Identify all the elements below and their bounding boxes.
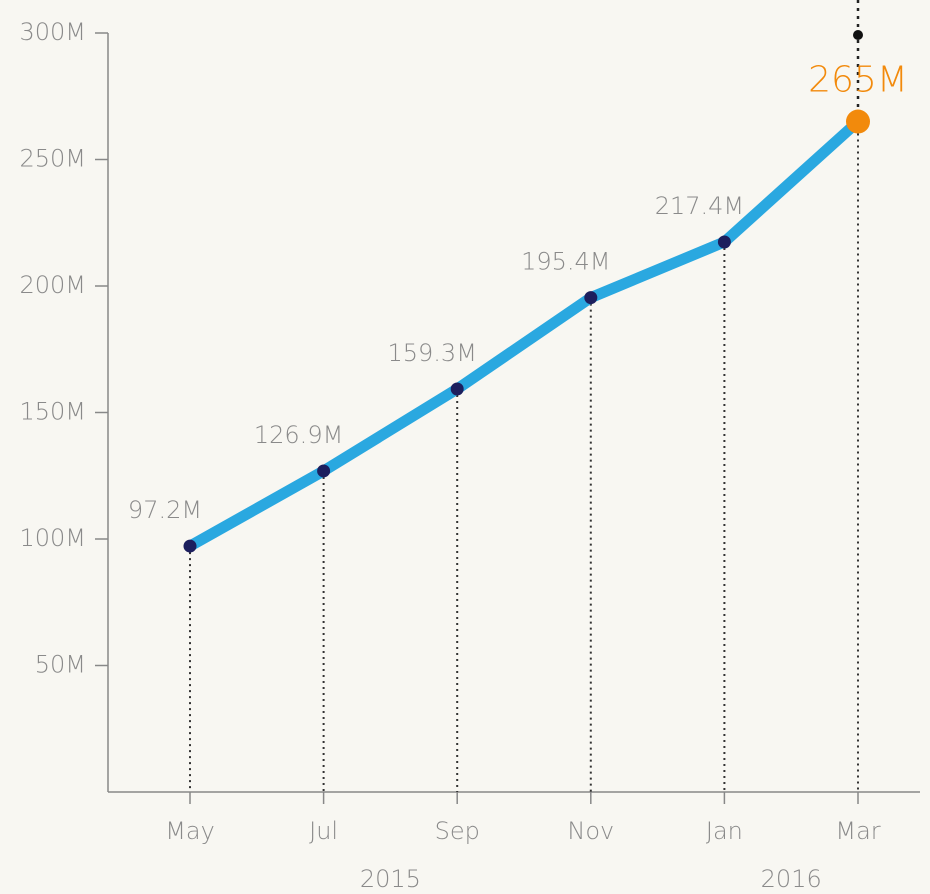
year-label: 2015 xyxy=(360,865,421,893)
point xyxy=(584,291,598,305)
point xyxy=(717,235,731,249)
x-tick-label: Nov xyxy=(567,817,614,845)
point xyxy=(317,464,331,478)
line xyxy=(184,116,864,552)
point xyxy=(450,382,464,396)
value-label: 97.2M xyxy=(128,496,202,524)
highlight-value-label: 265M xyxy=(808,60,908,101)
year-label: 2016 xyxy=(761,865,822,893)
x-tick-label: Jul xyxy=(309,817,338,845)
y-tick-label: 50M xyxy=(35,651,86,679)
value-label: 159.3M xyxy=(387,339,476,367)
top-dot xyxy=(853,30,863,40)
y-tick-label: 100M xyxy=(19,524,86,552)
y-tick-label: 200M xyxy=(19,271,86,299)
value-label: 195.4M xyxy=(521,248,610,276)
highlight-point xyxy=(846,109,870,134)
x-tick-label: Sep xyxy=(435,817,480,845)
point xyxy=(183,539,197,553)
y-tick-label: 150M xyxy=(19,398,86,426)
x-tick-label: May xyxy=(165,817,215,845)
y-tick-label: 250M xyxy=(19,145,86,173)
value-label: 217.4M xyxy=(655,192,744,220)
x-tick-label: Jan xyxy=(706,817,743,845)
x-tick-label: Mar xyxy=(835,817,880,845)
value-label: 126.9M xyxy=(254,421,343,449)
y-tick-label: 300M xyxy=(19,18,86,46)
